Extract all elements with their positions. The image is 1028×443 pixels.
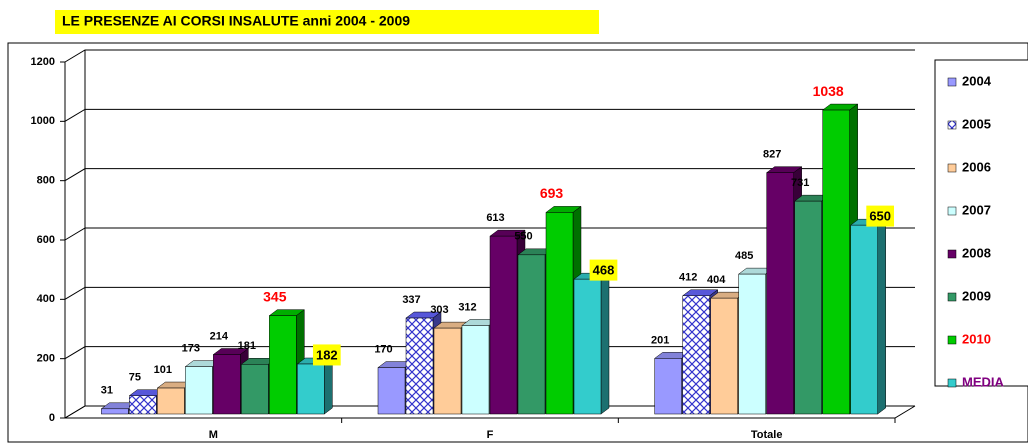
- legend-swatch: [947, 249, 957, 259]
- bar: [269, 315, 297, 415]
- x-tick-label: F: [487, 429, 494, 441]
- grid-line: [64, 405, 915, 419]
- bar: [241, 364, 269, 415]
- value-label: 181: [238, 340, 256, 352]
- bar: [185, 366, 213, 415]
- value-label: 650: [869, 209, 891, 224]
- y-tick-label: 1200: [31, 56, 55, 68]
- bar-side: [600, 272, 610, 415]
- value-label-background: [866, 205, 895, 227]
- value-label: 101: [154, 364, 172, 376]
- bar: [489, 235, 518, 415]
- grid-line: [64, 227, 915, 241]
- x-tick-label: Totale: [751, 429, 783, 441]
- value-label: 182: [316, 347, 338, 362]
- value-label: 1038: [813, 83, 844, 99]
- bar: [850, 224, 878, 415]
- legend-label: MEDIA: [962, 374, 1005, 389]
- value-label: 214: [210, 330, 229, 342]
- bar: [822, 109, 850, 415]
- value-label: 337: [402, 294, 420, 306]
- legend-label: 2006: [962, 159, 991, 174]
- legend-label: 2010: [962, 331, 991, 346]
- value-label: 731: [791, 177, 809, 189]
- value-label: 613: [486, 212, 504, 224]
- title-background: [55, 10, 599, 34]
- bar-side: [324, 357, 333, 415]
- bar: [433, 327, 462, 415]
- bar: [710, 297, 738, 415]
- legend-label: 2004: [962, 73, 992, 88]
- value-label: 345: [263, 288, 287, 304]
- legend-swatch: [947, 378, 957, 388]
- value-label: 31: [101, 385, 113, 397]
- legend-swatch: [947, 292, 957, 302]
- legend-label: 2008: [962, 245, 991, 260]
- bar: [517, 254, 546, 415]
- bar-side: [877, 218, 886, 415]
- legend-swatch: [947, 206, 957, 216]
- legend-label: 2007: [962, 202, 991, 217]
- bar: [213, 354, 241, 415]
- grid-line: [64, 108, 915, 122]
- value-label: 827: [763, 149, 781, 161]
- bar: [654, 358, 682, 415]
- bar: [794, 200, 822, 415]
- legend-swatch: [947, 120, 957, 130]
- x-tick-label: M: [209, 429, 218, 441]
- bar: [461, 325, 490, 415]
- value-label: 312: [458, 301, 476, 313]
- bar: [405, 317, 434, 415]
- legend-swatch: [947, 77, 957, 87]
- y-tick-label: 400: [37, 293, 55, 305]
- bar: [738, 273, 766, 415]
- chart-title: LE PRESENZE AI CORSI INSALUTE anni 2004 …: [62, 13, 410, 29]
- value-label: 412: [679, 272, 697, 284]
- y-tick-label: 1000: [31, 115, 55, 127]
- y-tick-label: 0: [49, 412, 55, 424]
- value-label: 693: [540, 185, 564, 201]
- grid-line: [64, 168, 915, 182]
- grid-line: [64, 286, 915, 300]
- value-label: 173: [182, 343, 200, 355]
- value-label: 485: [735, 250, 753, 262]
- bar: [157, 387, 185, 415]
- bar: [545, 212, 574, 415]
- value-label: 75: [129, 372, 141, 384]
- bar: [682, 295, 710, 415]
- value-label: 303: [430, 304, 448, 316]
- bar: [101, 408, 129, 415]
- bar: [377, 367, 406, 415]
- value-label: 404: [707, 274, 726, 286]
- value-label: 468: [593, 263, 615, 278]
- legend-label: 2009: [962, 288, 991, 303]
- legend-swatch: [947, 163, 957, 173]
- value-label-background: [312, 344, 341, 366]
- value-label: 170: [374, 343, 392, 355]
- legend: [934, 59, 1028, 387]
- legend-label: 2005: [962, 116, 991, 131]
- value-label: 201: [651, 334, 669, 346]
- legend-swatch: [947, 335, 957, 345]
- bar: [129, 395, 157, 415]
- value-label: 550: [514, 231, 532, 243]
- y-tick-label: 800: [37, 175, 55, 187]
- grid-line: [64, 346, 915, 360]
- grid-line: [64, 49, 915, 63]
- value-label-background: [589, 259, 618, 281]
- bar: [573, 278, 602, 415]
- y-tick-label: 600: [37, 234, 55, 246]
- bar: [766, 172, 794, 415]
- bar: [297, 363, 325, 415]
- y-tick-label: 200: [37, 353, 55, 365]
